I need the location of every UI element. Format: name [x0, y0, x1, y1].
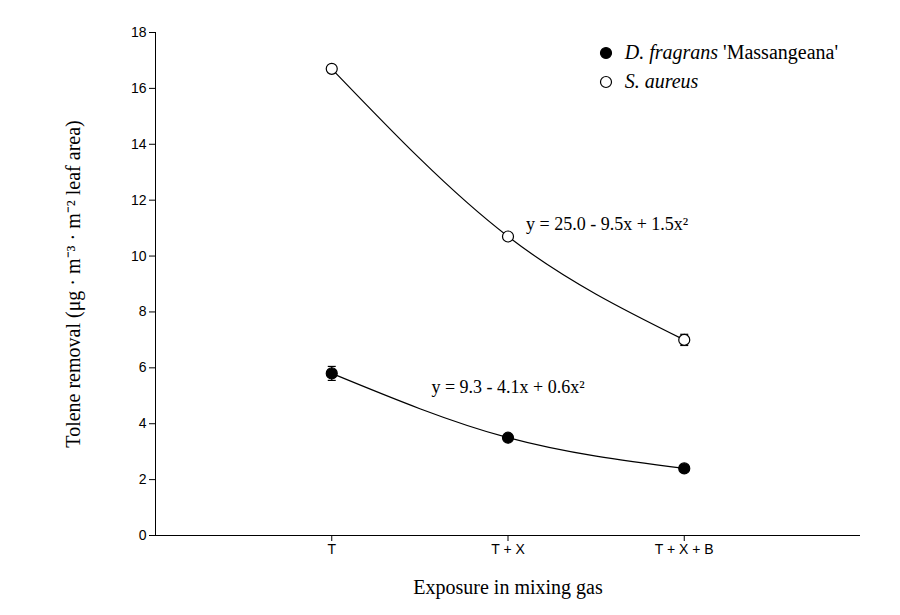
svg-text:18: 18 [131, 24, 147, 40]
svg-text:6: 6 [139, 359, 147, 375]
svg-text:2: 2 [139, 471, 147, 487]
svg-text:Exposure in mixing gas: Exposure in mixing gas [413, 576, 603, 599]
svg-text:Tolene removal (μg · m⁻³ · m⁻²: Tolene removal (μg · m⁻³ · m⁻² leaf area… [62, 120, 85, 447]
svg-text:12: 12 [131, 192, 147, 208]
svg-text:16: 16 [131, 80, 147, 96]
svg-text:y = 9.3 - 4.1x + 0.6x²: y = 9.3 - 4.1x + 0.6x² [431, 377, 584, 397]
svg-text:T: T [327, 541, 336, 557]
html-text:S. aureus: S. aureus [624, 70, 699, 92]
svg-text:14: 14 [131, 136, 147, 152]
svg-text:T + X: T + X [491, 541, 525, 557]
svg-text:y = 25.0 - 9.5x + 1.5x²: y = 25.0 - 9.5x + 1.5x² [526, 214, 688, 234]
svg-text:4: 4 [139, 415, 147, 431]
svg-text:8: 8 [139, 303, 147, 319]
svg-text:T + X + B: T + X + B [655, 541, 714, 557]
svg-text:0: 0 [139, 527, 147, 543]
html-text:D. fragrans 'Massangeana': D. fragrans 'Massangeana' [624, 41, 838, 63]
svg-text:10: 10 [131, 248, 147, 264]
